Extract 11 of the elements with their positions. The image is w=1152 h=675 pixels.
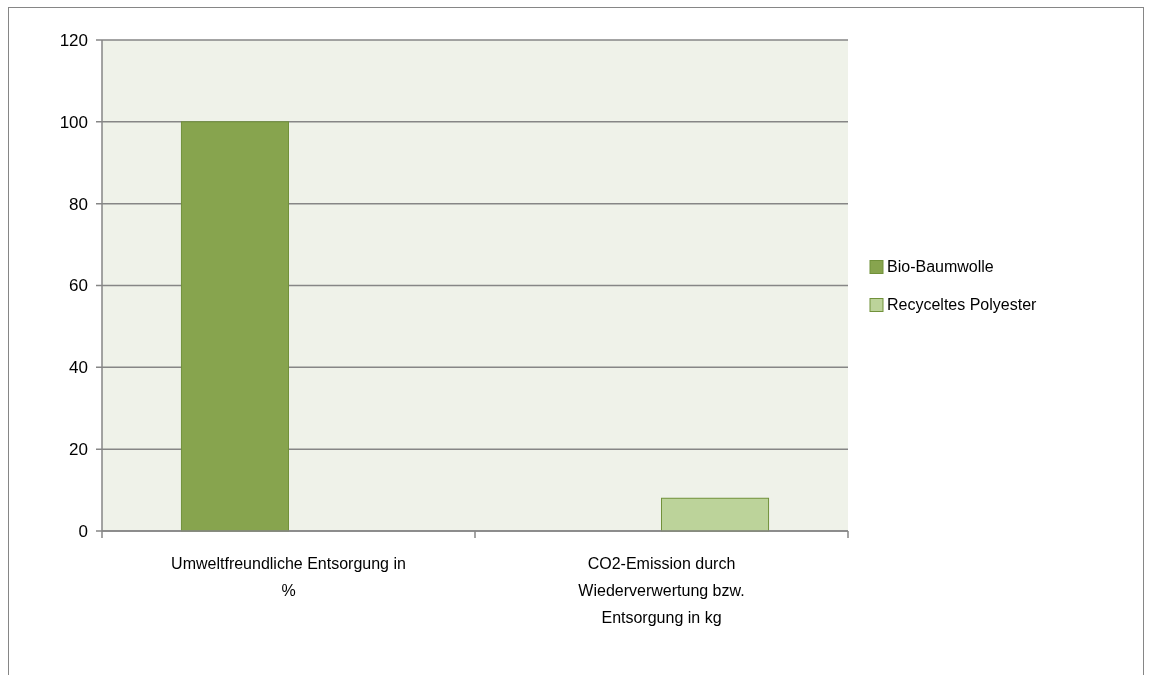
y-tick-label: 120: [59, 30, 88, 50]
y-tick-label: 40: [69, 358, 88, 378]
legend-label: Recyceltes Polyester: [887, 296, 1038, 314]
y-tick-label: 100: [59, 112, 88, 132]
y-tick-label: 0: [78, 521, 88, 541]
legend-label: Bio-Baumwolle: [887, 258, 994, 276]
y-tick-label: 60: [69, 276, 88, 296]
x-tick-label: Umweltfreundliche Entsorgung in %: [171, 555, 406, 599]
y-tick-label: 20: [69, 440, 88, 460]
x-tick-label: CO2-Emission durch Wiederverwertung bzw. Entsorgung in kg: [578, 555, 745, 626]
y-tick-label: 80: [69, 194, 88, 214]
